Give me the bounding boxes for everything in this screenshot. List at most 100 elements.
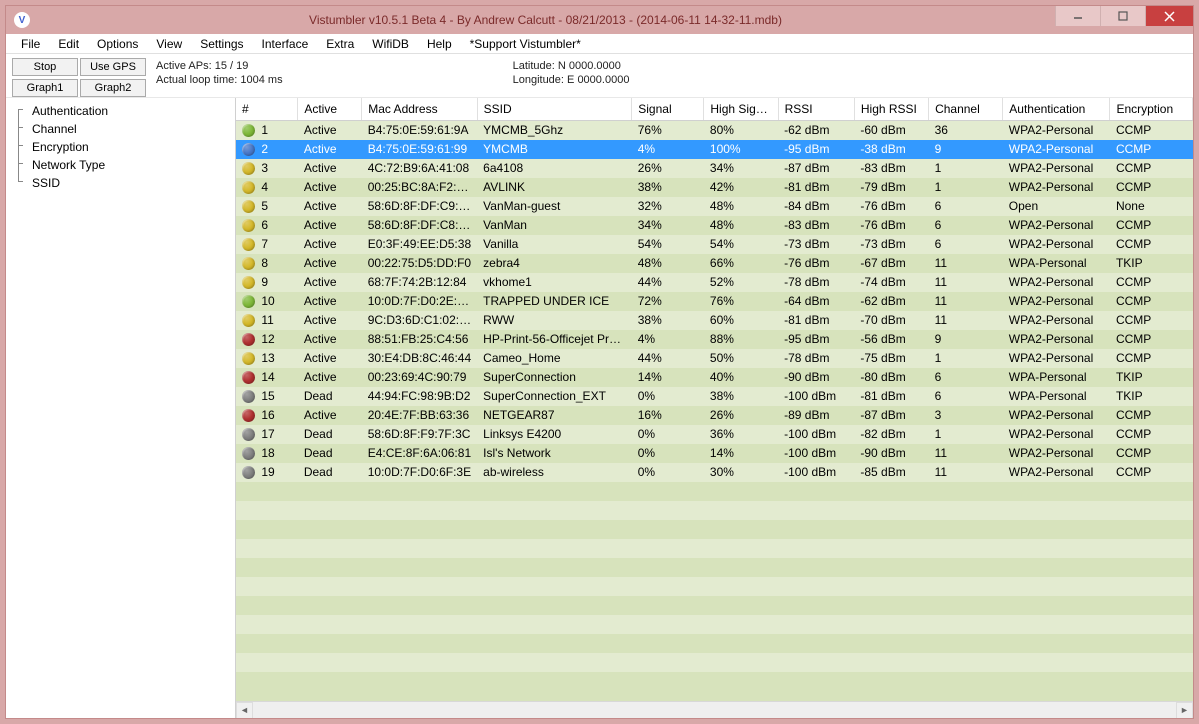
table-row[interactable]: 14Active00:23:69:4C:90:79SuperConnection… — [236, 368, 1193, 387]
table-cell: 54% — [704, 235, 778, 254]
scroll-track[interactable] — [253, 702, 1176, 719]
table-row[interactable]: 8Active00:22:75:D5:DD:F0zebra448%66%-76 … — [236, 254, 1193, 273]
table-cell: 30% — [704, 463, 778, 482]
column-header[interactable]: # — [236, 98, 298, 121]
table-cell: -83 dBm — [778, 216, 854, 235]
table-cell: 58:6D:8F:DF:C9:00 — [362, 197, 477, 216]
table-cell: 0% — [632, 425, 704, 444]
menu-item[interactable]: *Support Vistumbler* — [461, 35, 590, 53]
minimize-button[interactable] — [1055, 6, 1100, 26]
column-header[interactable]: Channel — [929, 98, 1003, 121]
scroll-left-icon[interactable]: ◄ — [236, 702, 253, 719]
table-cell: 14% — [632, 368, 704, 387]
table-row[interactable]: 6Active58:6D:8F:DF:C8:FEVanMan34%48%-83 … — [236, 216, 1193, 235]
table-cell-empty — [632, 520, 704, 539]
table-cell: WPA2-Personal — [1003, 330, 1110, 349]
table-row[interactable]: 10Active10:0D:7F:D0:2E:E7TRAPPED UNDER I… — [236, 292, 1193, 311]
table-row[interactable]: 3Active4C:72:B9:6A:41:086a410826%34%-87 … — [236, 159, 1193, 178]
table-cell-empty — [298, 558, 362, 577]
table-cell: 38% — [704, 387, 778, 406]
tree-node[interactable]: Channel — [10, 120, 235, 138]
table-cell: 13 — [236, 349, 298, 368]
table-cell: CCMP — [1110, 121, 1193, 140]
signal-status-icon — [242, 200, 255, 213]
table-cell: Active — [298, 197, 362, 216]
menu-item[interactable]: Extra — [317, 35, 363, 53]
table-cell: ab-wireless — [477, 463, 632, 482]
table-row[interactable]: 19Dead10:0D:7F:D0:6F:3Eab-wireless0%30%-… — [236, 463, 1193, 482]
table-cell-empty — [929, 653, 1003, 672]
table-cell: 26% — [704, 406, 778, 425]
table-cell-empty — [854, 672, 928, 691]
table-cell-empty — [1003, 653, 1110, 672]
active-aps-label: Active APs: — [156, 60, 212, 72]
column-header[interactable]: Mac Address — [362, 98, 477, 121]
table-cell: 6 — [236, 216, 298, 235]
table-cell-empty — [632, 615, 704, 634]
table-cell: CCMP — [1110, 292, 1193, 311]
table-row[interactable]: 5Active58:6D:8F:DF:C9:00VanMan-guest32%4… — [236, 197, 1193, 216]
scroll-right-icon[interactable]: ► — [1176, 702, 1193, 719]
table-row[interactable]: 12Active88:51:FB:25:C4:56HP-Print-56-Off… — [236, 330, 1193, 349]
graph2-button[interactable]: Graph2 — [80, 79, 146, 97]
close-button[interactable] — [1145, 6, 1193, 26]
table-cell-empty — [929, 634, 1003, 653]
table-row[interactable]: 9Active68:7F:74:2B:12:84vkhome144%52%-78… — [236, 273, 1193, 292]
menu-item[interactable]: WifiDB — [363, 35, 418, 53]
table-cell-empty — [704, 672, 778, 691]
table-cell: CCMP — [1110, 178, 1193, 197]
table-cell-empty — [704, 577, 778, 596]
stop-button[interactable]: Stop — [12, 58, 78, 76]
column-header[interactable]: Authentication — [1003, 98, 1110, 121]
tree-node[interactable]: Authentication — [10, 102, 235, 120]
use-gps-button[interactable]: Use GPS — [80, 58, 146, 76]
table-cell: Dead — [298, 425, 362, 444]
tree-node[interactable]: Network Type — [10, 156, 235, 174]
table-row[interactable]: 11Active9C:D3:6D:C1:02:E5RWW38%60%-81 dB… — [236, 311, 1193, 330]
table-row[interactable]: 15Dead44:94:FC:98:9B:D2SuperConnection_E… — [236, 387, 1193, 406]
column-header[interactable]: Encryption — [1110, 98, 1193, 121]
table-row[interactable]: 1ActiveB4:75:0E:59:61:9AYMCMB_5Ghz76%80%… — [236, 121, 1193, 140]
horizontal-scrollbar[interactable]: ◄ ► — [236, 701, 1193, 718]
maximize-button[interactable] — [1100, 6, 1145, 26]
table-row[interactable]: 16Active20:4E:7F:BB:63:36NETGEAR8716%26%… — [236, 406, 1193, 425]
column-header[interactable]: SSID — [477, 98, 632, 121]
table-cell-empty — [854, 596, 928, 615]
column-header[interactable]: Signal — [632, 98, 704, 121]
table-cell-empty — [477, 615, 632, 634]
table-row[interactable]: 2ActiveB4:75:0E:59:61:99YMCMB4%100%-95 d… — [236, 140, 1193, 159]
table-cell: 0% — [632, 387, 704, 406]
table-row[interactable]: 4Active00:25:BC:8A:F2:1DAVLINK38%42%-81 … — [236, 178, 1193, 197]
table-cell: TRAPPED UNDER ICE — [477, 292, 632, 311]
table-row[interactable]: 13Active30:E4:DB:8C:46:44Cameo_Home44%50… — [236, 349, 1193, 368]
menu-item[interactable]: Edit — [49, 35, 88, 53]
graph1-button[interactable]: Graph1 — [12, 79, 78, 97]
tree-node[interactable]: Encryption — [10, 138, 235, 156]
menu-item[interactable]: File — [12, 35, 49, 53]
table-cell: WPA2-Personal — [1003, 292, 1110, 311]
column-header[interactable]: High RSSI — [854, 98, 928, 121]
menu-item[interactable]: Options — [88, 35, 147, 53]
tree-node[interactable]: SSID — [10, 174, 235, 192]
table-cell-empty — [929, 596, 1003, 615]
table-cell-empty — [929, 615, 1003, 634]
grid-scroll[interactable]: #ActiveMac AddressSSIDSignalHigh SignalR… — [236, 98, 1193, 701]
menu-item[interactable]: Interface — [253, 35, 318, 53]
menu-item[interactable]: View — [147, 35, 191, 53]
table-cell-empty — [1003, 634, 1110, 653]
table-cell-empty — [1110, 501, 1193, 520]
table-cell-empty — [298, 577, 362, 596]
table-cell: WPA2-Personal — [1003, 121, 1110, 140]
table-cell-empty — [778, 672, 854, 691]
table-cell-empty — [929, 577, 1003, 596]
column-header[interactable]: RSSI — [778, 98, 854, 121]
table-row[interactable]: 7ActiveE0:3F:49:EE:D5:38Vanilla54%54%-73… — [236, 235, 1193, 254]
table-row[interactable]: 17Dead58:6D:8F:F9:7F:3CLinksys E42000%36… — [236, 425, 1193, 444]
table-row[interactable]: 18DeadE4:CE:8F:6A:06:81Isl's Network0%14… — [236, 444, 1193, 463]
column-header[interactable]: Active — [298, 98, 362, 121]
column-header[interactable]: High Signal — [704, 98, 778, 121]
table-cell-empty — [236, 558, 298, 577]
table-cell: TKIP — [1110, 387, 1193, 406]
menu-item[interactable]: Settings — [191, 35, 252, 53]
menu-item[interactable]: Help — [418, 35, 461, 53]
